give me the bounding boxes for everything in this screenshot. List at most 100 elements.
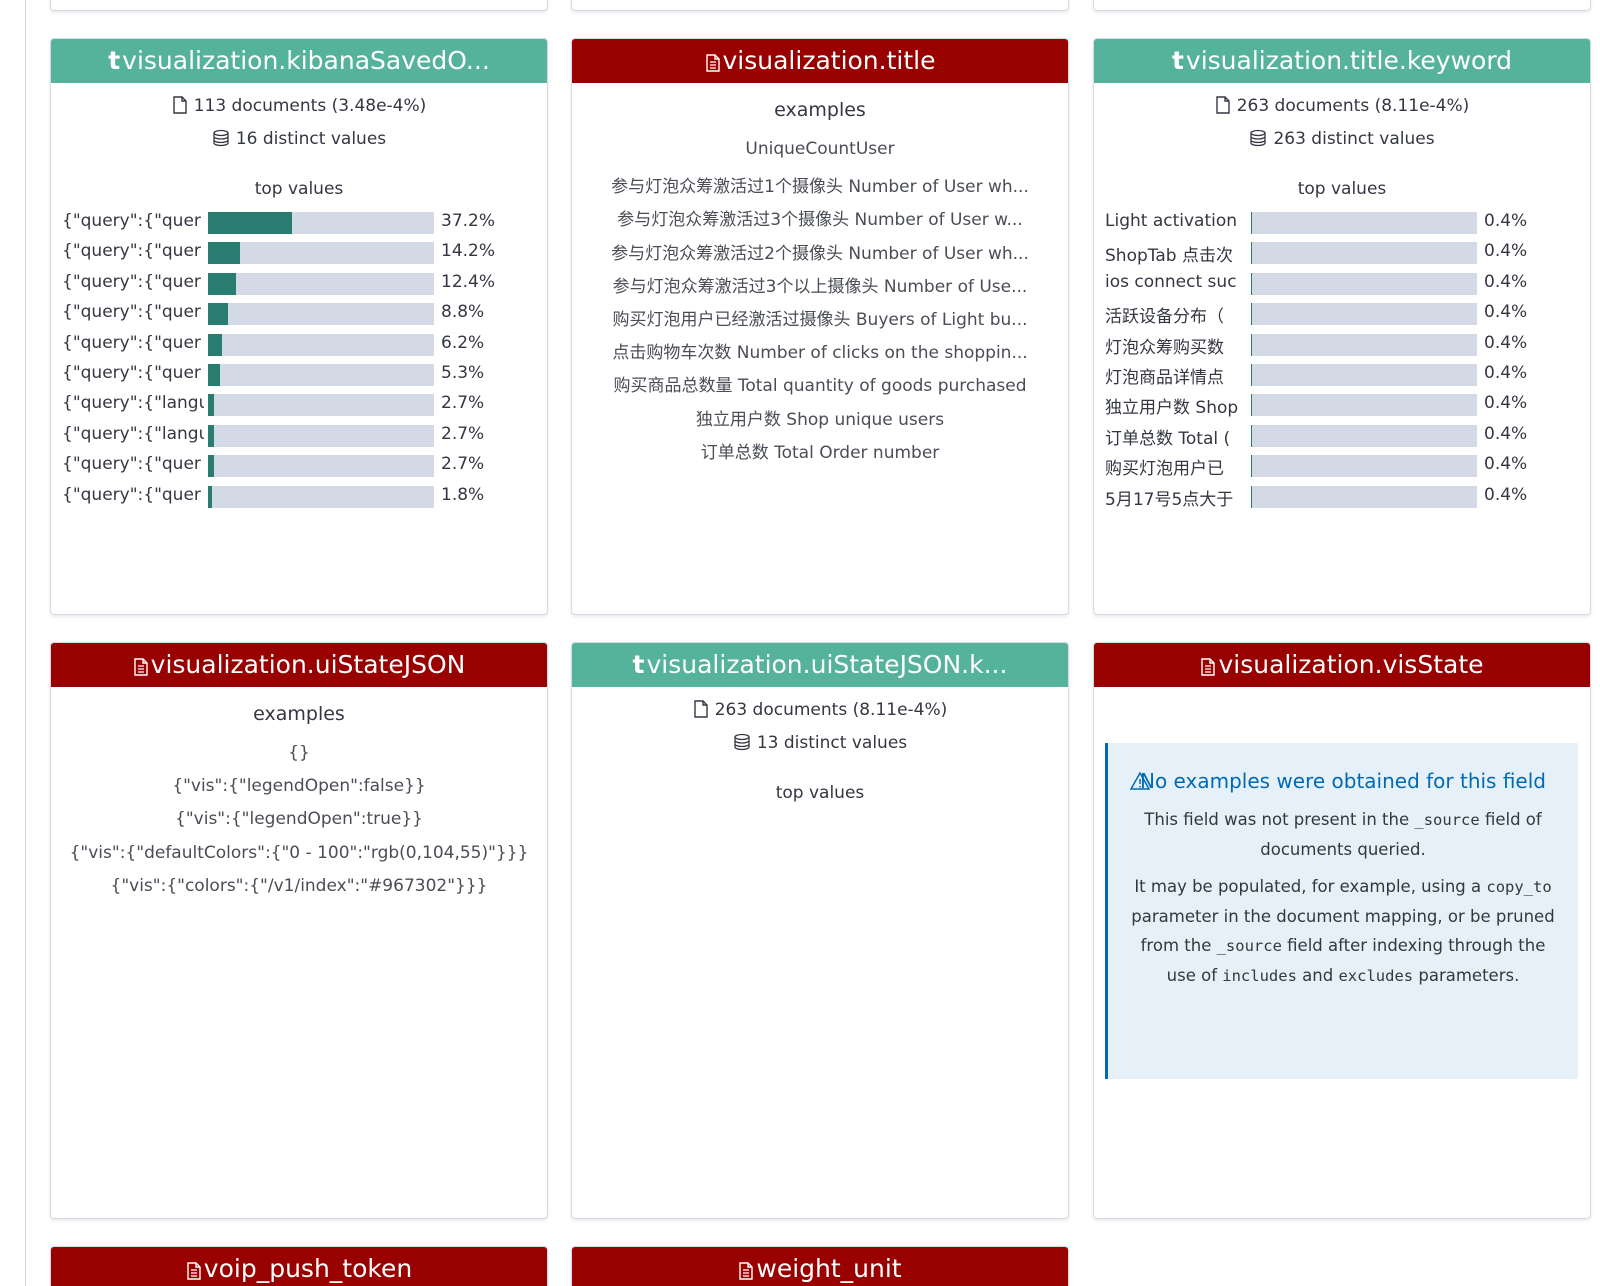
card-header: visualization.title xyxy=(572,39,1068,83)
bar xyxy=(208,333,222,356)
card-header: tvisualization.uiStateJSON.k... xyxy=(572,643,1068,687)
text: and xyxy=(1296,966,1339,985)
top-value-percent: 2.7% xyxy=(441,454,485,475)
sidebar-border xyxy=(25,0,26,1286)
top-value-percent: 0.4% xyxy=(1484,241,1528,262)
bar xyxy=(208,272,237,295)
top-value-label: ShopTab 点击次 xyxy=(1105,246,1233,267)
card-header: voip_push_token xyxy=(51,1247,547,1286)
field-card: tvisualization.kibanaSavedO... 113 docume… xyxy=(50,38,548,615)
document-icon xyxy=(739,1262,754,1280)
callout: No examples were obtained for this field… xyxy=(1105,743,1578,1079)
type-icon: t xyxy=(108,46,121,75)
documents-line: 263 documents (8.11e-4%) xyxy=(1094,96,1590,116)
bar-track xyxy=(208,242,434,265)
bar-track xyxy=(208,333,434,356)
bar-track xyxy=(208,364,434,386)
bar-track xyxy=(208,272,434,295)
top-value-label: 独立用户数 Shop xyxy=(1105,398,1239,419)
bar xyxy=(208,212,293,234)
top-value-percent: 2.7% xyxy=(441,423,485,444)
top-value-percent: 0.4% xyxy=(1484,271,1528,292)
bar xyxy=(1251,394,1252,417)
top-value-percent: 37.2% xyxy=(441,211,496,231)
bar-track xyxy=(1251,364,1477,386)
field-card: tvisualization.uiStateJSON.k... 263 docum… xyxy=(571,642,1069,1219)
database-icon xyxy=(1250,129,1267,147)
bar-track xyxy=(1251,303,1477,326)
field-card: visualization.title examples UniqueCountUs… xyxy=(571,38,1069,615)
field-name: visualization.uiStateJSON xyxy=(150,650,466,679)
top-value-label: {"query":{"quer xyxy=(62,454,201,475)
field-card: visualization.uiStateJSON examples {} {"vis… xyxy=(50,642,548,1219)
top-value-percent: 0.4% xyxy=(1484,393,1528,414)
card xyxy=(50,0,548,11)
top-value-label: {"query":{"langu xyxy=(62,423,204,444)
distinct-line: 13 distinct values xyxy=(572,733,1068,753)
top-value-label: {"query":{"quer xyxy=(62,332,201,353)
documents-line: 113 documents (3.48e-4%) xyxy=(51,96,547,116)
bar xyxy=(1251,364,1252,386)
callout-title-text: No examples were obtained for this field xyxy=(1139,769,1546,793)
callout-text: This field was not present in the _sourc… xyxy=(1130,805,1556,864)
bar xyxy=(1251,333,1252,356)
bar xyxy=(208,424,215,447)
example: UniqueCountUser xyxy=(745,139,895,159)
code: _source xyxy=(1216,937,1282,955)
bar xyxy=(208,394,215,417)
documents-count: 113 documents (3.48e-4%) xyxy=(193,96,427,116)
example: 购买商品总数量 Total quantity of goods purchase… xyxy=(613,376,1027,397)
bar xyxy=(208,242,241,265)
top-values-title: top values xyxy=(254,179,344,199)
document-icon xyxy=(133,658,148,676)
bar-track xyxy=(1251,485,1477,508)
example: 独立用户数 Shop unique users xyxy=(695,409,945,430)
bar-track xyxy=(1251,212,1477,234)
documents-line: 263 documents (8.11e-4%) xyxy=(572,700,1068,720)
text: parameter in the document mapping, or be… xyxy=(1131,907,1555,955)
bar xyxy=(1251,242,1252,265)
field-name: visualization.kibanaSavedO... xyxy=(122,46,490,75)
database-icon xyxy=(734,733,750,751)
top-value-label: {"query":{"quer xyxy=(62,271,201,292)
bar xyxy=(208,455,215,478)
card-header: visualization.uiStateJSON xyxy=(51,643,547,687)
bar-track xyxy=(208,394,434,417)
distinct-count: 16 distinct values xyxy=(235,129,387,149)
card-header: weight_unit xyxy=(572,1247,1068,1286)
card xyxy=(1093,0,1591,11)
example: 订单总数 Total Order number xyxy=(700,442,940,463)
bar xyxy=(1251,485,1252,508)
bar-track xyxy=(1251,455,1477,478)
example: 参与灯泡众筹激活过3个摄像头 Number of User w... xyxy=(617,210,1023,231)
example: 参与灯泡众筹激活过1个摄像头 Number of User wh... xyxy=(611,177,1029,198)
text: field after indexing through the use of xyxy=(1166,936,1546,985)
top-value-label: {"query":{"quer xyxy=(62,241,201,262)
top-values-title: top values xyxy=(775,783,865,803)
bar-track xyxy=(1251,242,1477,265)
bar-track xyxy=(208,424,434,447)
top-value-percent: 0.4% xyxy=(1484,332,1528,353)
bar-track xyxy=(208,303,434,326)
bar-track xyxy=(208,455,434,478)
example: {"vis":{"legendOpen":true}} xyxy=(175,809,423,830)
bar xyxy=(208,364,220,386)
top-value-percent: 0.4% xyxy=(1484,302,1528,323)
code: includes xyxy=(1222,967,1297,985)
example: 购买灯泡用户已经激活过摄像头 Buyers of Light bu... xyxy=(612,310,1028,330)
top-value-label: 灯泡商品详情点 xyxy=(1105,368,1224,388)
distinct-count: 13 distinct values xyxy=(756,733,908,753)
bar xyxy=(1251,455,1252,478)
card xyxy=(571,0,1069,11)
example: 参与灯泡众筹激活过3个以上摄像头 Number of Use... xyxy=(612,276,1028,297)
field-card: weight_unit xyxy=(571,1246,1069,1286)
document-icon xyxy=(1201,658,1216,676)
text: It may be populated, for example, using … xyxy=(1134,877,1487,896)
card-header: tvisualization.kibanaSavedO... xyxy=(51,39,547,83)
document-icon xyxy=(173,96,187,114)
field-name: visualization.uiStateJSON.k... xyxy=(646,650,1008,679)
top-value-label: 购买灯泡用户已 xyxy=(1105,459,1224,480)
top-value-percent: 12.4% xyxy=(441,271,496,292)
top-value-percent: 14.2% xyxy=(441,241,496,262)
top-value-label: {"query":{"quer xyxy=(62,363,201,383)
